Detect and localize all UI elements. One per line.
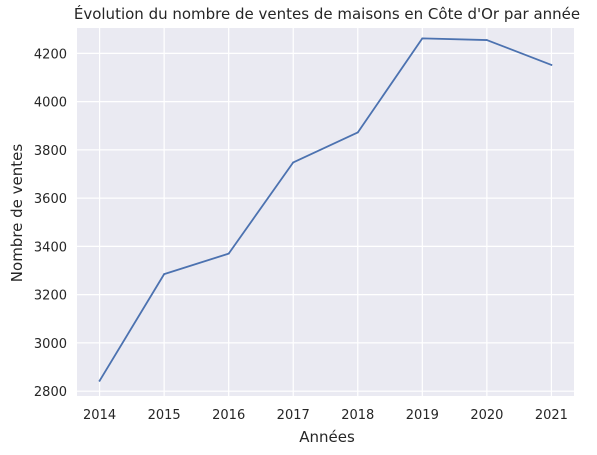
y-tick-label: 3200 [34, 289, 67, 304]
tick-labels: 2014 2015 2016 2017 2018 2019 2020 2021 2800 3000… [34, 47, 568, 423]
y-tick-label: 3800 [34, 144, 67, 159]
data-point [485, 39, 488, 41]
data-point [550, 64, 553, 66]
x-tick-label: 2021 [535, 408, 568, 423]
x-tick-label: 2019 [406, 408, 439, 423]
x-axis-label: Années [299, 428, 355, 446]
y-tick-label: 3600 [34, 192, 67, 207]
x-tick-label: 2020 [470, 408, 503, 423]
data-point [292, 161, 295, 164]
data-point [163, 273, 166, 276]
x-tick-label: 2014 [83, 408, 116, 423]
data-point [421, 37, 424, 40]
series-lines [98, 37, 553, 382]
y-tick-label: 3000 [34, 337, 67, 352]
x-tick-label: 2015 [148, 408, 181, 423]
data-point [98, 379, 101, 382]
data-point [227, 252, 230, 255]
y-tick-label: 2800 [34, 385, 67, 400]
x-tick-label: 2018 [341, 408, 374, 423]
y-tick-label: 3400 [34, 240, 67, 255]
y-tick-label: 4000 [34, 96, 67, 111]
x-tick-label: 2017 [277, 408, 310, 423]
grid-lines [77, 28, 574, 396]
y-tick-label: 4200 [34, 47, 67, 62]
data-point [356, 131, 359, 134]
y-axis-label: Nombre de ventes [8, 144, 26, 283]
x-tick-label: 2016 [212, 408, 245, 423]
plot-area [77, 28, 574, 396]
chart-title: Évolution du nombre de ventes de maisons… [74, 4, 580, 23]
series-line [98, 37, 553, 382]
